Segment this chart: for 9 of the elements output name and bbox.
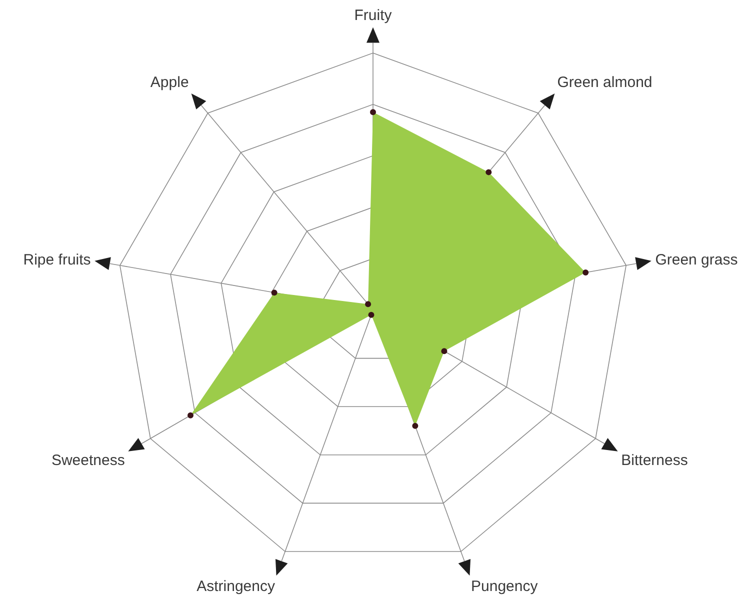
spoke-label: Sweetness — [51, 452, 125, 469]
spoke-label: Green almond — [557, 74, 652, 92]
spoke-label: Green grass — [655, 251, 738, 268]
spoke-label: Ripe fruits — [23, 251, 91, 268]
spoke-label: Bitterness — [621, 452, 688, 469]
spoke-label: Astringency — [196, 578, 276, 595]
spoke-label: Pungency — [471, 578, 538, 595]
spoke-label: Apple — [150, 74, 189, 92]
spoke-label: Fruity — [354, 7, 392, 24]
